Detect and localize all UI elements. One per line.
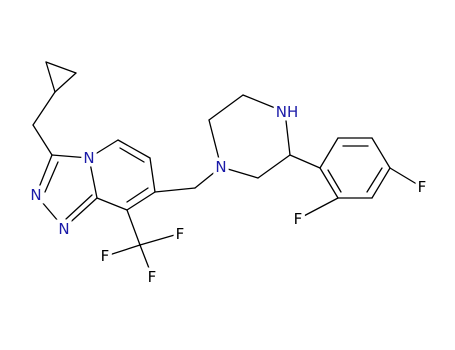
atom-label: F xyxy=(418,178,427,196)
atom-label: F xyxy=(148,268,157,286)
bonds xyxy=(32,61,421,277)
atom-label: N xyxy=(215,158,226,176)
atom-label: NH xyxy=(276,103,299,121)
atom-label: N xyxy=(30,186,41,204)
atom-labels: N N N F F F N NH F F xyxy=(27,100,430,290)
atom-label: N xyxy=(58,220,69,238)
atom-label: N xyxy=(83,149,94,167)
atom-label: F xyxy=(176,225,185,243)
atom-label: F xyxy=(101,247,110,265)
atom-label: F xyxy=(294,210,303,228)
